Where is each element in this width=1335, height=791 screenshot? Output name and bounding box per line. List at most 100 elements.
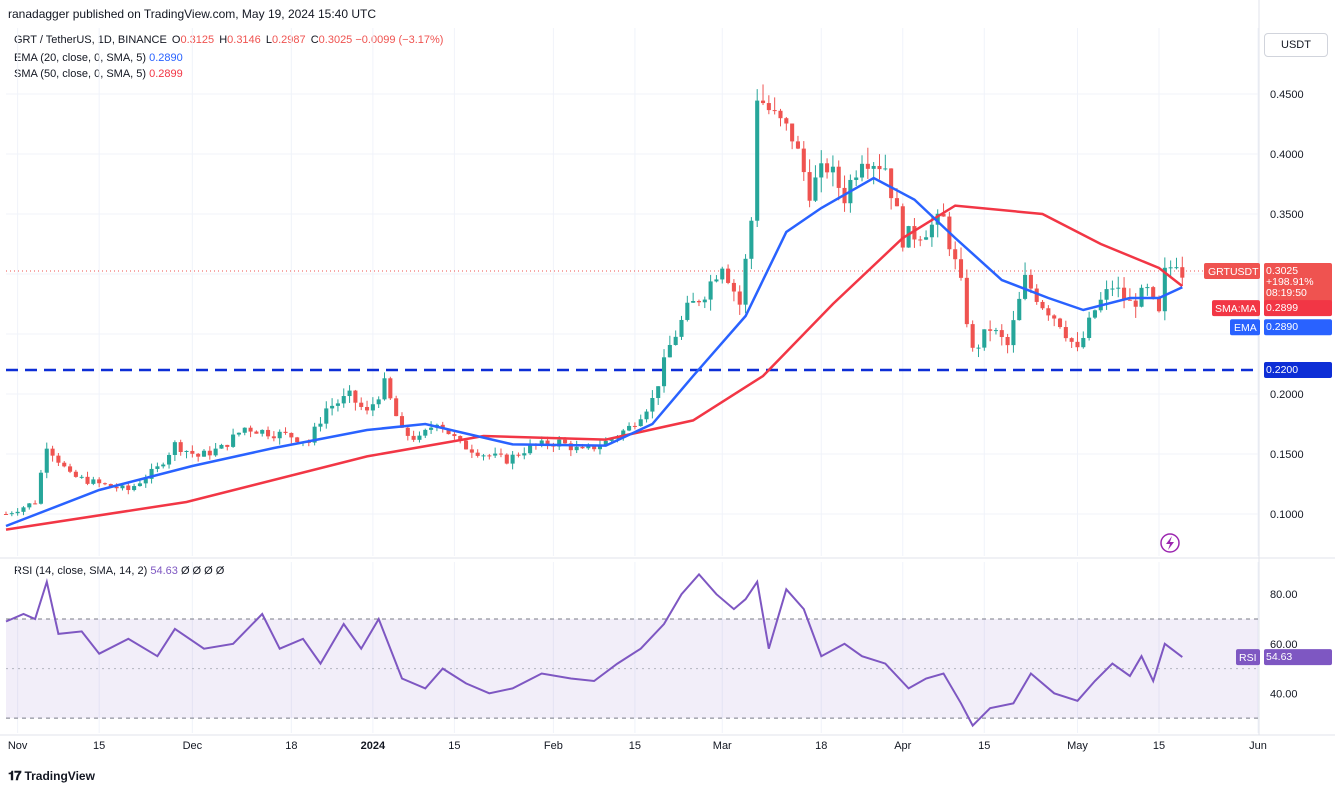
candle-body xyxy=(347,390,352,397)
candle-body xyxy=(766,103,771,111)
legend-change: −0.0099 (−3.17%) xyxy=(355,34,444,46)
candle-body xyxy=(73,471,78,477)
candle-body xyxy=(1092,310,1097,318)
candle-body xyxy=(167,454,172,465)
rsi-legend-label: RSI (14, close, SMA, 14, 2) xyxy=(14,565,148,577)
candle-body xyxy=(685,302,690,320)
candle-body xyxy=(463,440,469,450)
candle-body xyxy=(516,454,521,456)
price-tick-label: 0.4000 xyxy=(1270,149,1304,161)
candle-body xyxy=(399,416,405,428)
candle-body xyxy=(143,478,148,484)
candle-body xyxy=(900,206,905,248)
tradingview-logo-icon: 𝟏𝟕 xyxy=(8,768,22,783)
candle-body xyxy=(417,435,422,440)
sma-price-tag-text: 0.2899 xyxy=(1266,302,1298,314)
candle-body xyxy=(621,430,626,437)
candle-body xyxy=(644,411,649,420)
candle-body xyxy=(737,291,742,305)
footer-brand: 𝟏𝟕 TradingView xyxy=(8,768,95,784)
legend-ema: EMA (20, close, 0, SMA, 5) 0.2890 xyxy=(14,52,183,64)
candle-body xyxy=(999,330,1004,338)
time-tick-label: 15 xyxy=(93,740,105,752)
candle-body xyxy=(1168,267,1173,269)
candle-body xyxy=(1145,287,1150,289)
ema-price-tag xyxy=(1264,319,1332,336)
candle-body xyxy=(784,118,789,124)
candle-body xyxy=(918,239,923,241)
candle-body xyxy=(929,224,934,238)
legend-sma: SMA (50, close, 0, SMA, 5) 0.2899 xyxy=(14,68,183,80)
candle-body xyxy=(21,507,26,512)
candle-body xyxy=(592,445,597,450)
candle-body xyxy=(1180,267,1185,278)
candle-body xyxy=(487,455,492,457)
candle-body xyxy=(539,440,544,446)
legend-low-label: L xyxy=(265,34,272,46)
candle-body xyxy=(172,442,177,455)
candle-body xyxy=(988,329,993,331)
candle-body xyxy=(335,403,340,406)
sma-tag-text: SMA:MA xyxy=(1215,303,1256,315)
candle-body xyxy=(760,100,766,104)
candle-body xyxy=(778,110,783,119)
candle-body xyxy=(1005,337,1010,346)
candle-body xyxy=(673,336,678,345)
candle-body xyxy=(865,163,870,169)
rsi-value-tag-text: 54.63 xyxy=(1266,651,1292,663)
candle-body xyxy=(557,439,562,447)
candle-body xyxy=(935,213,940,225)
rsi-value-tag xyxy=(1264,649,1332,666)
price-tick-label: 0.1500 xyxy=(1270,449,1304,461)
candle-body xyxy=(219,444,224,449)
candle-body xyxy=(1104,289,1109,300)
symbol-tag-text: GRTUSDT xyxy=(1208,266,1259,278)
rsi-tick-label: 60.00 xyxy=(1270,639,1298,651)
currency-button[interactable]: USDT xyxy=(1264,33,1328,57)
candle-body xyxy=(161,464,166,467)
candle-body xyxy=(62,462,67,467)
ema-tag-text: EMA xyxy=(1234,322,1257,334)
candle-body xyxy=(68,466,73,472)
candle-body xyxy=(213,448,218,456)
candle-body xyxy=(1116,287,1121,289)
candle-body xyxy=(475,452,480,456)
price-tick-label: 0.3500 xyxy=(1270,209,1304,221)
candle-body xyxy=(388,378,393,399)
legend-low: 0.2987 xyxy=(271,34,306,46)
legend-close-label: C xyxy=(310,34,319,46)
candle-body xyxy=(91,479,96,484)
candle-body xyxy=(266,429,271,437)
time-tick-label: Nov xyxy=(8,740,28,752)
candle-body xyxy=(452,434,457,437)
candle-body xyxy=(731,282,736,292)
legend-open-label: O xyxy=(171,34,181,46)
candle-body xyxy=(236,432,241,435)
candle-body xyxy=(836,166,841,188)
candle-body xyxy=(976,347,981,349)
candle-body xyxy=(545,440,550,446)
candle-body xyxy=(33,503,38,505)
candle-body xyxy=(580,446,585,449)
candle-body xyxy=(568,443,573,451)
candle-body xyxy=(510,454,515,464)
rsi-tick-label: 80.00 xyxy=(1270,589,1298,601)
candle-body xyxy=(993,330,998,332)
candle-body xyxy=(405,427,410,436)
candle-body xyxy=(225,444,230,447)
candle-body xyxy=(231,434,236,447)
candle-body xyxy=(1133,300,1138,307)
rsi-tick-label: 40.00 xyxy=(1270,688,1298,700)
candle-body xyxy=(201,450,207,457)
candle-body xyxy=(85,476,90,484)
candle-body xyxy=(190,450,195,454)
candle-body xyxy=(632,425,637,427)
candle-body xyxy=(702,299,707,303)
candle-body xyxy=(772,110,777,112)
candle-body xyxy=(9,513,14,515)
candle-body xyxy=(667,344,672,358)
ema20-line xyxy=(5,176,1183,528)
legend-sma-value: 0.2899 xyxy=(149,68,183,80)
candle-body xyxy=(964,277,969,325)
